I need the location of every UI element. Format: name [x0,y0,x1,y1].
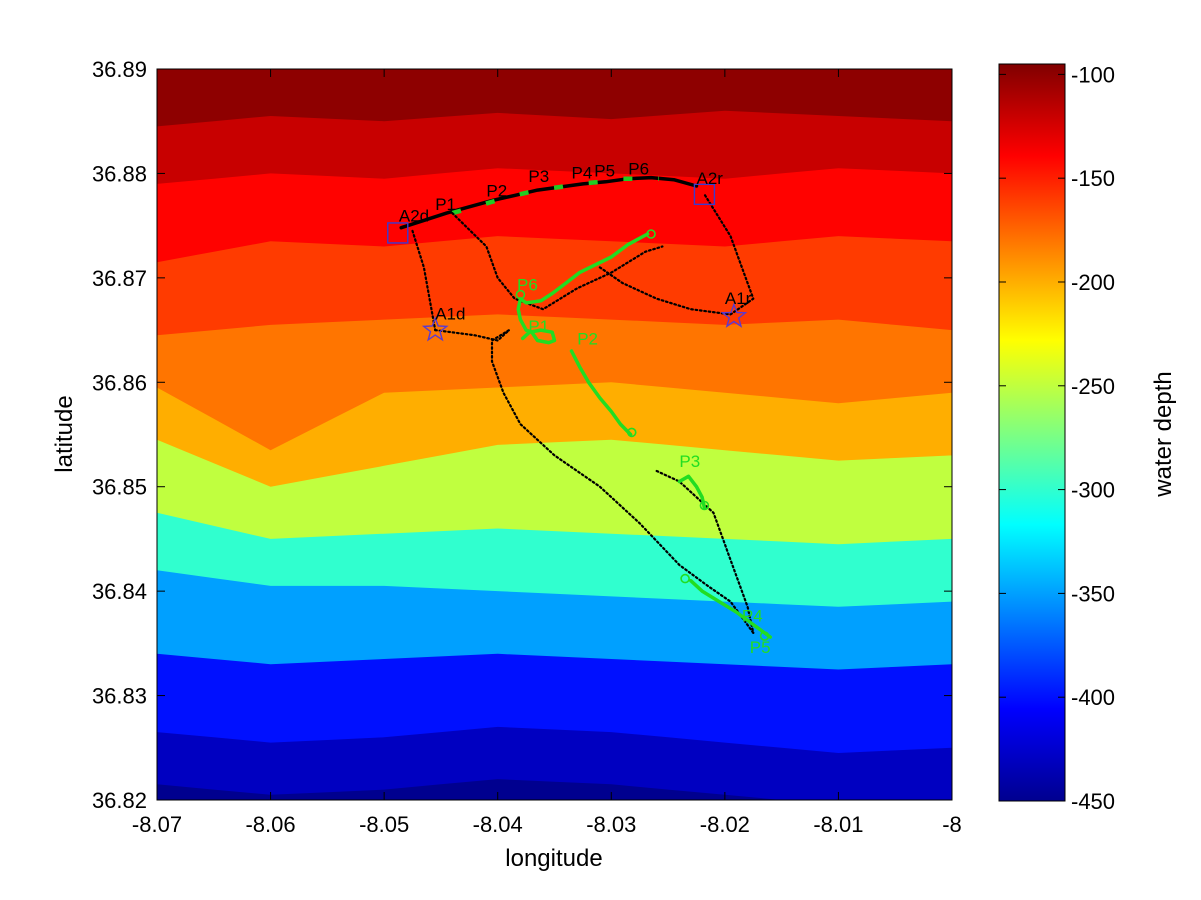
y-tick-label: 36.89 [92,57,147,82]
track-dotted [451,212,664,311]
square-marker [693,183,716,206]
bathymetry-field [157,69,952,800]
colorbar-tick-label: -100 [1071,62,1115,87]
colorbar-tick-label: -400 [1071,685,1115,710]
plot-frame [156,68,953,801]
track-solid [516,232,650,345]
x-tick-label: -8.04 [473,812,523,837]
depth-band [157,69,952,127]
point-label: P3 [679,452,700,471]
x-tick-label: -8.02 [700,812,750,837]
track-solid [569,349,633,437]
colorbar: -450 -400 -350 -300 -250 -200 -150 -100 water d… [998,62,1177,814]
star-marker [720,302,748,328]
track-solid [689,578,773,639]
y-axis: 36.82 36.83 36.84 36.85 36.86 36.87 36.88 36.89 [92,57,952,813]
x-tick-label: -8.03 [586,812,636,837]
y-tick-label: 36.84 [92,579,147,604]
point-label: P2 [577,330,598,349]
point-label: P3 [528,167,549,186]
colorbar-tick-label: -200 [1071,270,1115,295]
x-tick-label: -8 [942,812,962,837]
point-label: A2d [399,207,429,226]
colorbar-tick-label: -450 [1071,789,1115,814]
x-tick-label: -8.07 [132,812,182,837]
y-tick-label: 36.82 [92,788,147,813]
point-label: P6 [517,275,538,294]
point-label: P2 [486,181,507,200]
track-dotted [655,469,755,634]
star-marker [421,316,449,342]
point-label: P5 [594,162,615,181]
track-solid [399,175,699,230]
point-label: P4 [742,606,763,625]
track-solid [677,474,707,510]
y-axis-label: latitude [51,395,78,472]
point-label: A2r [697,169,724,188]
circle-marker [646,229,656,239]
x-axis: -8.07 -8.06 -8.05 -8.04 -8.03 -8.02 -8.01 -8 [132,69,962,837]
circle-marker [759,631,770,641]
station-markers [387,183,770,641]
point-label: P6 [628,160,649,179]
colorbar-tick-label: -350 [1071,581,1115,606]
colorbar-tick-label: -250 [1071,374,1115,399]
track-lines [399,175,773,639]
x-tick-label: -8.05 [359,812,409,837]
track-dotted [411,229,437,332]
circle-marker [515,289,526,300]
y-tick-label: 36.86 [92,370,147,395]
point-label: A1r [725,289,752,308]
square-marker [387,222,409,244]
circle-marker [626,427,637,438]
colorbar-label: water depth [1150,371,1177,497]
y-tick-label: 36.85 [92,475,147,500]
point-label: A1d [435,305,465,324]
point-label: P4 [572,164,593,183]
x-tick-label: -8.01 [813,812,863,837]
point-label: P1 [528,317,549,336]
colorbar-tick-label: -300 [1071,478,1115,503]
y-tick-label: 36.83 [92,684,147,709]
colorbar-gradient [998,63,1066,802]
y-tick-label: 36.88 [92,161,147,186]
x-axis-label: longitude [505,845,602,872]
y-tick-label: 36.87 [92,266,147,291]
circle-marker [680,573,690,584]
track-dotted [434,329,755,634]
x-tick-label: -8.06 [245,812,295,837]
point-label: P1 [435,195,456,214]
circle-marker [699,500,710,511]
colorbar-ticks: -450 -400 -350 -300 -250 -200 -150 -100 [999,62,1115,814]
point-label: P5 [750,638,771,657]
track-dotted [598,193,755,316]
track-segment-highlight [451,176,659,216]
colorbar-tick-label: -150 [1071,166,1115,191]
